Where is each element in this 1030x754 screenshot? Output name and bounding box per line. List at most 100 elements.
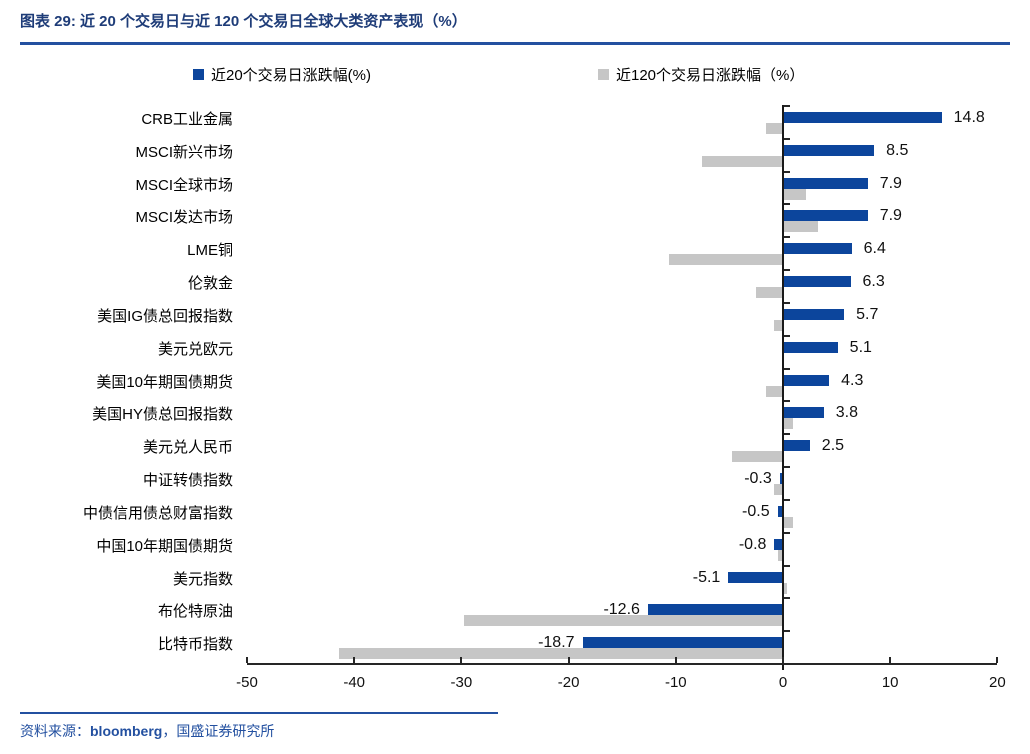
- category-label: 美国HY债总回报指数: [92, 406, 233, 424]
- x-tick-label: 0: [778, 674, 788, 691]
- bar-20d: [783, 112, 942, 123]
- x-axis-tick: [353, 657, 356, 663]
- legend-item-20d: 近20个交易日涨跌幅(%): [193, 64, 371, 84]
- category-label: 伦敦金: [187, 275, 233, 293]
- x-axis-tick: [996, 657, 999, 663]
- x-tick-label: -40: [343, 674, 366, 691]
- category-tick: [783, 105, 790, 107]
- source-note: 资料来源：bloomberg，国盛证券研究所: [20, 721, 274, 741]
- category-tick: [783, 531, 790, 534]
- title-divider: [20, 42, 1010, 45]
- category-label: 中债信用债总财富指数: [82, 504, 233, 522]
- bar-120d: [774, 484, 783, 496]
- category-tick: [783, 137, 790, 140]
- value-label: 5.7: [856, 305, 879, 323]
- category-tick: [783, 433, 790, 436]
- category-label: 中证转债指数: [142, 472, 233, 490]
- value-label: -0.5: [742, 502, 770, 520]
- bar-120d: [669, 254, 783, 266]
- bar-20d: [783, 374, 830, 386]
- bar-120d: [765, 385, 783, 397]
- value-label: 4.3: [841, 371, 864, 389]
- category-label: 比特币指数: [157, 636, 233, 654]
- value-label: 5.1: [849, 338, 872, 356]
- bar-20d: [783, 144, 875, 156]
- bar-120d: [783, 188, 806, 200]
- category-label: 美国IG债总回报指数: [97, 307, 233, 325]
- x-tick-label: -50: [236, 674, 258, 691]
- bar-20d: [774, 538, 783, 550]
- category-tick: [783, 630, 790, 633]
- category-label: LME铜: [187, 242, 233, 260]
- category-tick: [783, 301, 790, 304]
- source-vendor: bloomberg: [90, 723, 163, 739]
- x-tick-label: 20: [989, 674, 1006, 691]
- bar-120d: [783, 582, 788, 594]
- bar-120d: [756, 287, 783, 299]
- category-tick: [783, 236, 790, 239]
- bar-20d: [647, 604, 783, 616]
- bar-20d: [783, 407, 824, 419]
- value-label: -18.7: [538, 634, 575, 652]
- value-label: 8.5: [886, 141, 909, 159]
- category-tick: [783, 203, 790, 206]
- category-tick: [783, 269, 790, 272]
- bar-20d: [783, 210, 868, 222]
- category-tick: [783, 367, 790, 370]
- category-label: MSCI发达市场: [135, 209, 233, 227]
- x-axis-tick: [246, 657, 248, 663]
- bar-20d: [783, 341, 838, 353]
- category-label: CRB工业金属: [141, 111, 233, 128]
- category-tick: [783, 564, 790, 567]
- category-tick: [783, 498, 790, 501]
- category-label: 布伦特原油: [157, 603, 233, 621]
- bar-120d: [777, 549, 783, 561]
- x-axis-tick: [674, 657, 677, 663]
- legend-label-20d: 近20个交易日涨跌幅(%): [211, 66, 372, 84]
- bar-20d: [728, 571, 783, 583]
- category-tick: [783, 400, 790, 403]
- x-axis-tick: [460, 657, 463, 663]
- legend-item-120d: 近120个交易日涨跌幅（%）: [598, 64, 804, 84]
- category-label: 美元兑欧元: [157, 340, 233, 358]
- bar-20d: [783, 177, 868, 189]
- category-label: 美元兑人民币: [142, 439, 233, 457]
- value-label: -0.8: [738, 535, 767, 553]
- footer-divider: [20, 712, 498, 714]
- bar-120d: [765, 123, 783, 134]
- category-tick: [783, 466, 790, 469]
- x-tick-label: 10: [881, 674, 899, 691]
- value-label: -0.3: [744, 470, 772, 488]
- x-tick-label: -10: [664, 674, 687, 691]
- category-tick: [783, 170, 790, 173]
- legend-swatch-20d-icon: [193, 68, 204, 80]
- legend-swatch-120d-icon: [598, 68, 609, 80]
- category-label: 美元指数: [172, 570, 233, 588]
- value-label: 6.3: [862, 273, 885, 291]
- x-axis-tick: [889, 657, 892, 663]
- bar-120d: [463, 615, 783, 627]
- bar-120d: [731, 451, 783, 463]
- category-label: MSCI全球市场: [135, 176, 233, 194]
- x-tick-label: -30: [450, 674, 473, 691]
- x-tick-label: -20: [557, 674, 580, 691]
- category-label: 美国10年期国债期货: [96, 373, 233, 391]
- bar-20d: [777, 505, 783, 517]
- x-axis-tick: [567, 657, 570, 663]
- value-label: -12.6: [603, 601, 640, 619]
- value-label: -5.1: [692, 568, 721, 586]
- value-label: 3.8: [835, 404, 858, 422]
- bar-120d: [783, 516, 793, 528]
- bar-120d: [339, 648, 783, 660]
- x-axis-line: [247, 663, 998, 665]
- category-label: MSCI新兴市场: [135, 143, 233, 161]
- bar-20d: [783, 308, 845, 320]
- source-prefix: 资料来源：: [20, 723, 90, 739]
- bar-20d: [582, 637, 783, 649]
- category-label: 中国10年期国债期货: [96, 537, 233, 555]
- x-axis-tick: [782, 657, 784, 663]
- bar-120d: [774, 319, 783, 331]
- zero-axis-line: [782, 105, 784, 670]
